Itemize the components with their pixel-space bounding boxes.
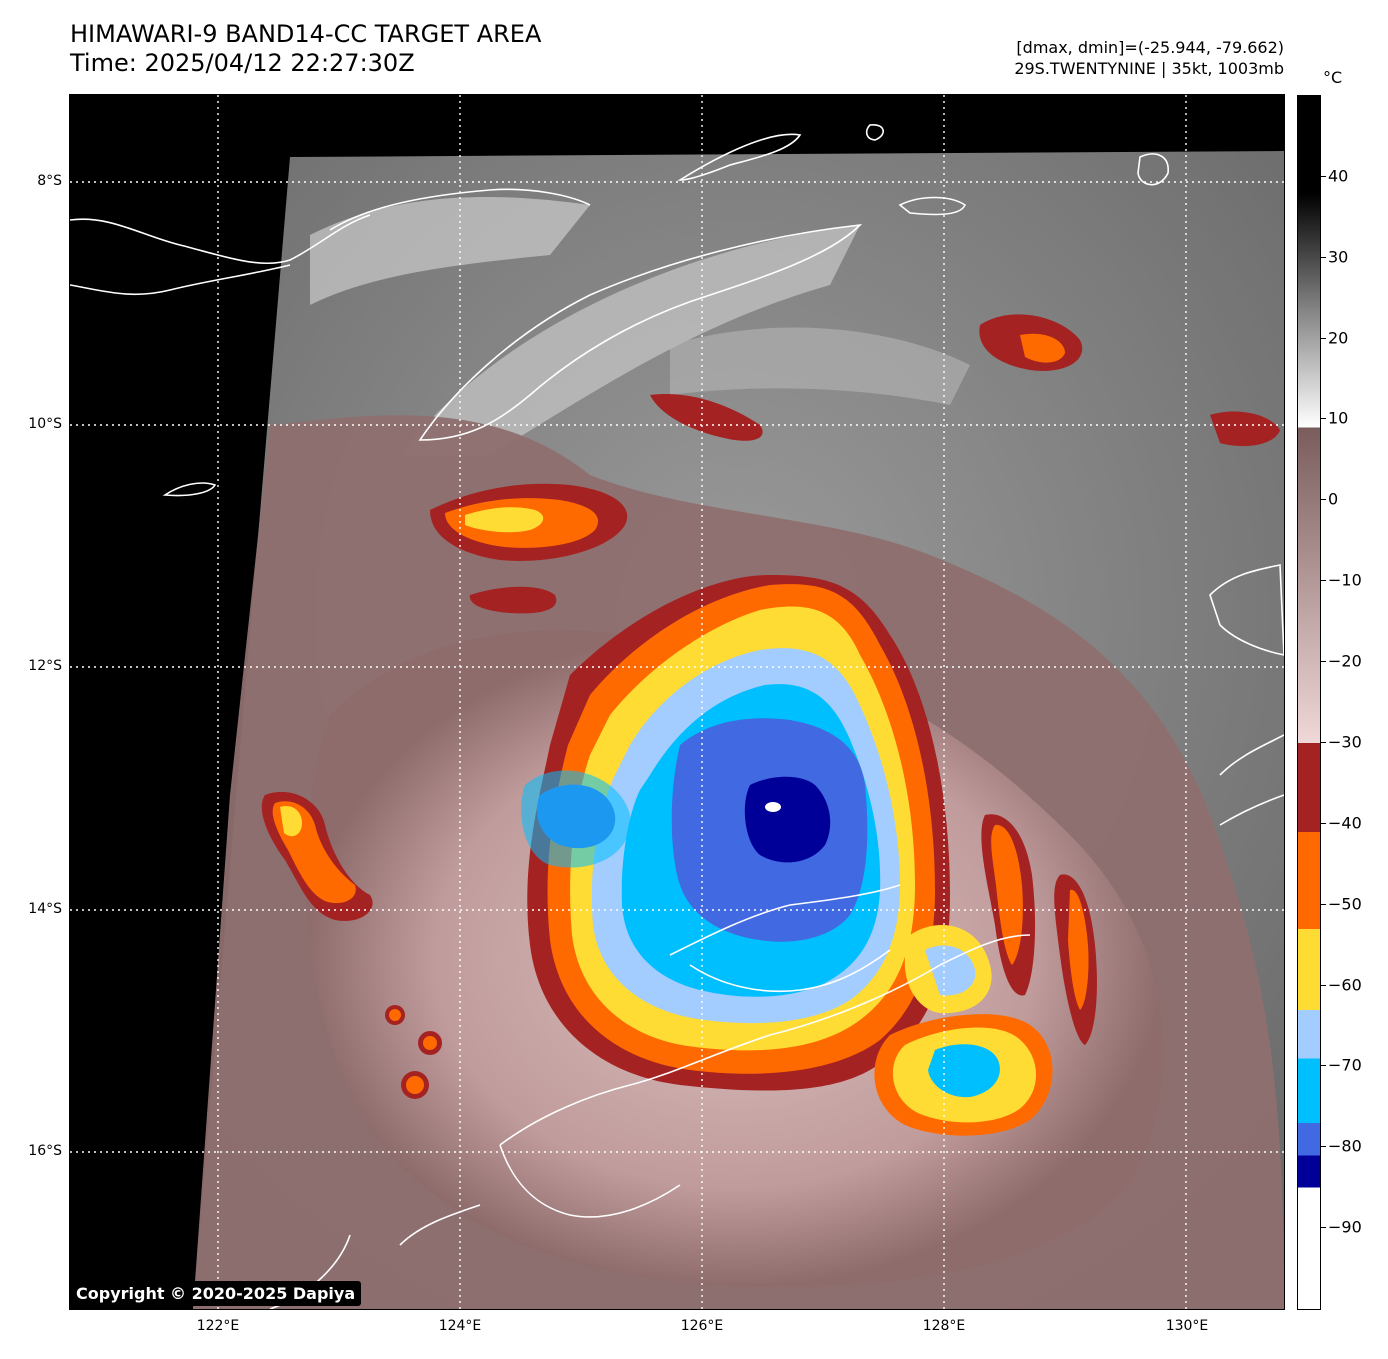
lon-label-124e: 124°E xyxy=(438,1318,482,1334)
colorbar-tick xyxy=(1320,256,1326,258)
cloud-streak xyxy=(670,327,970,405)
east-streak-core xyxy=(991,824,1023,965)
small-cell xyxy=(423,1036,437,1050)
ne-cell-3 xyxy=(650,394,763,441)
lon-label-122e: 122°E xyxy=(196,1318,240,1334)
secondary-cell-cyan xyxy=(928,1044,1000,1098)
western-lobe-rim xyxy=(521,770,631,868)
satellite-image xyxy=(70,95,1284,1309)
colorbar-tick-label: 0 xyxy=(1328,489,1339,509)
colorbar-tick-label: −70 xyxy=(1328,1055,1362,1075)
colorbar-tick xyxy=(1320,499,1326,501)
colorbar-tick-label: −90 xyxy=(1328,1217,1362,1237)
colorbar-tick-label: 10 xyxy=(1328,408,1349,428)
small-cell xyxy=(389,1009,401,1021)
colorbar-tick xyxy=(1320,822,1326,824)
colorbar-tick xyxy=(1320,661,1326,663)
colorbar-unit: °C xyxy=(1323,68,1343,87)
colorbar-tick xyxy=(1320,984,1326,986)
lat-label-10s: 10°S xyxy=(28,416,62,432)
colorbar-tick-label: −40 xyxy=(1328,813,1362,833)
colorbar-tick-label: −10 xyxy=(1328,570,1362,590)
satellite-map[interactable] xyxy=(69,94,1285,1310)
colorbar-tick xyxy=(1320,418,1326,420)
small-cell xyxy=(406,1076,424,1094)
lon-label-130e: 130°E xyxy=(1165,1318,1209,1334)
storm-meta: [dmax, dmin]=(-25.944, -79.662) 29S.TWEN… xyxy=(1014,37,1284,79)
coldest-pixel xyxy=(765,802,781,812)
colorbar-tick-label: −80 xyxy=(1328,1136,1362,1156)
colorbar-tick-label: −20 xyxy=(1328,651,1362,671)
colorbar xyxy=(1297,95,1321,1310)
lat-label-16s: 16°S xyxy=(28,1143,62,1159)
graticule xyxy=(70,95,1284,1309)
colorbar-tick xyxy=(1320,903,1326,905)
lat-label-8s: 8°S xyxy=(37,173,62,189)
colorbar-tick xyxy=(1320,175,1326,177)
nw-convective-band-top xyxy=(465,507,544,533)
lat-label-12s: 12°S xyxy=(28,658,62,674)
nw-small-cell xyxy=(469,586,557,614)
chart-title: HIMAWARI-9 BAND14-CC TARGET AREA Time: 2… xyxy=(70,20,541,78)
lat-label-14s: 14°S xyxy=(28,901,62,917)
title-line-1: HIMAWARI-9 BAND14-CC TARGET AREA xyxy=(70,20,542,48)
east-streak-2-core xyxy=(1068,889,1089,1010)
colorbar-tick-label: −50 xyxy=(1328,894,1362,914)
dmax-dmin-readout: [dmax, dmin]=(-25.944, -79.662) xyxy=(1016,38,1284,57)
cloud-streak xyxy=(310,196,590,305)
colorbar-tick-label: 20 xyxy=(1328,328,1349,348)
colorbar-tick xyxy=(1320,1065,1326,1067)
ne-cell-core xyxy=(1020,333,1065,363)
lon-label-128e: 128°E xyxy=(922,1318,966,1334)
colorbar-tick xyxy=(1320,1146,1326,1148)
storm-info: 29S.TWENTYNINE | 35kt, 1003mb xyxy=(1014,59,1284,78)
colorbar-tick xyxy=(1320,580,1326,582)
cold-band-navy xyxy=(744,776,831,863)
ne-cell-2 xyxy=(1210,411,1280,447)
secondary-cell-east-core xyxy=(925,945,976,996)
colorbar-tick xyxy=(1320,1227,1326,1229)
lon-label-126e: 126°E xyxy=(680,1318,724,1334)
colorbar-tick-label: −60 xyxy=(1328,975,1362,995)
colorbar-tick xyxy=(1320,337,1326,339)
coastlines xyxy=(70,124,1284,1309)
west-cell-top xyxy=(280,805,302,837)
colorbar-tick-label: 30 xyxy=(1328,247,1349,267)
title-line-2: Time: 2025/04/12 22:27:30Z xyxy=(70,49,415,77)
colorbar-tick-label: −30 xyxy=(1328,732,1362,752)
copyright-label: Copyright © 2020-2025 Dapiya xyxy=(71,1281,362,1306)
colorbar-tick xyxy=(1320,741,1326,743)
colorbar-tick-label: 40 xyxy=(1328,166,1349,186)
